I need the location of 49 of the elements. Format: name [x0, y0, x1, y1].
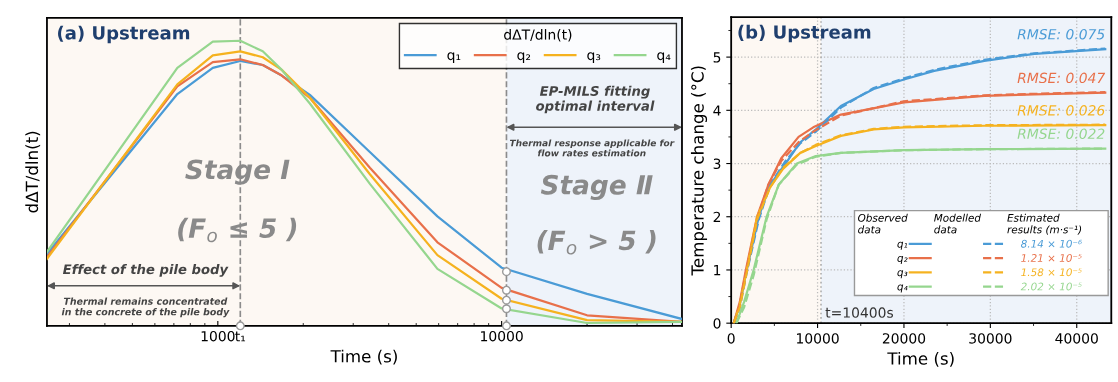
x-tick-label: 20000	[882, 333, 926, 344]
x-axis-title: Time (s)	[887, 351, 954, 367]
legend-label: q₃	[587, 52, 601, 63]
annotation: Stage Ⅰ	[185, 159, 290, 185]
y-tick-label: 2	[713, 211, 721, 223]
annotation: 8.14 × 10⁻⁶	[1021, 239, 1082, 248]
y-axis-title: dΔT/dln(t)	[25, 131, 41, 213]
annotation: (F$_{o}$ ≤ 5 )	[178, 217, 297, 243]
chart-title: (b) Upstream	[738, 24, 871, 43]
annotation: 1.21 × 10⁻⁵	[1021, 254, 1082, 262]
y-tick-label: 1	[714, 265, 721, 276]
legend-label: q₃	[897, 270, 908, 279]
y-tick-label: 5	[713, 52, 721, 63]
legend-label: q₄	[897, 284, 908, 293]
legend-title: dΔT/dln(t)	[504, 29, 572, 42]
annotation: Thermal response applicable for flow rates estimation	[509, 139, 675, 157]
annotation: Stage Ⅱ	[540, 174, 653, 201]
legend-label: q₂	[897, 255, 908, 264]
annotation: Estimated results (m·s⁻¹)	[1007, 213, 1082, 235]
annotation: RMSE: 0.047	[1017, 72, 1106, 84]
annotation: 2.02 × 10⁻⁵	[1020, 282, 1082, 291]
ref-line-label: t=10400s	[825, 307, 894, 318]
x-tick-label: 10000	[481, 330, 523, 342]
x-tick-label: 40000	[1055, 333, 1098, 344]
y-tick-label: 4	[713, 105, 721, 116]
annotation: Observed data	[858, 213, 908, 234]
x-axis-title: Time (s)	[330, 349, 397, 365]
x-tick-label: 1000	[201, 330, 235, 342]
annotation: Modelled data	[934, 213, 982, 234]
annotation: Thermal remains concentrated in the concrete of the pile body	[61, 297, 230, 318]
annotation: EP-MILS fitting optimal interval	[536, 85, 655, 114]
x-tick-label: 30000	[969, 333, 1012, 344]
y-tick-label: 0	[713, 318, 721, 329]
legend-label: q₁	[447, 52, 461, 63]
legend-label: q₄	[657, 52, 671, 63]
annotation: RMSE: 0.022	[1017, 128, 1105, 139]
y-axis-title: Temperature change (°C)	[690, 66, 708, 276]
legend-label: q₂	[517, 52, 531, 63]
annotation: (F$_{o}$ > 5 )	[537, 229, 656, 255]
annotation: RMSE: 0.026	[1017, 105, 1105, 116]
annotation: 1.58 × 10⁻⁵	[1021, 268, 1082, 277]
legend-label: q₁	[897, 241, 908, 250]
annotation: RMSE: 0.075	[1017, 28, 1105, 40]
x-tick-label: t₁	[235, 331, 246, 342]
chart-title: (a) Upstream	[58, 25, 190, 44]
y-tick-label: 3	[713, 158, 721, 169]
x-tick-label: 10000	[797, 333, 839, 344]
annotation: Effect of the pile body	[62, 263, 229, 277]
x-tick-label: 0	[727, 333, 735, 344]
